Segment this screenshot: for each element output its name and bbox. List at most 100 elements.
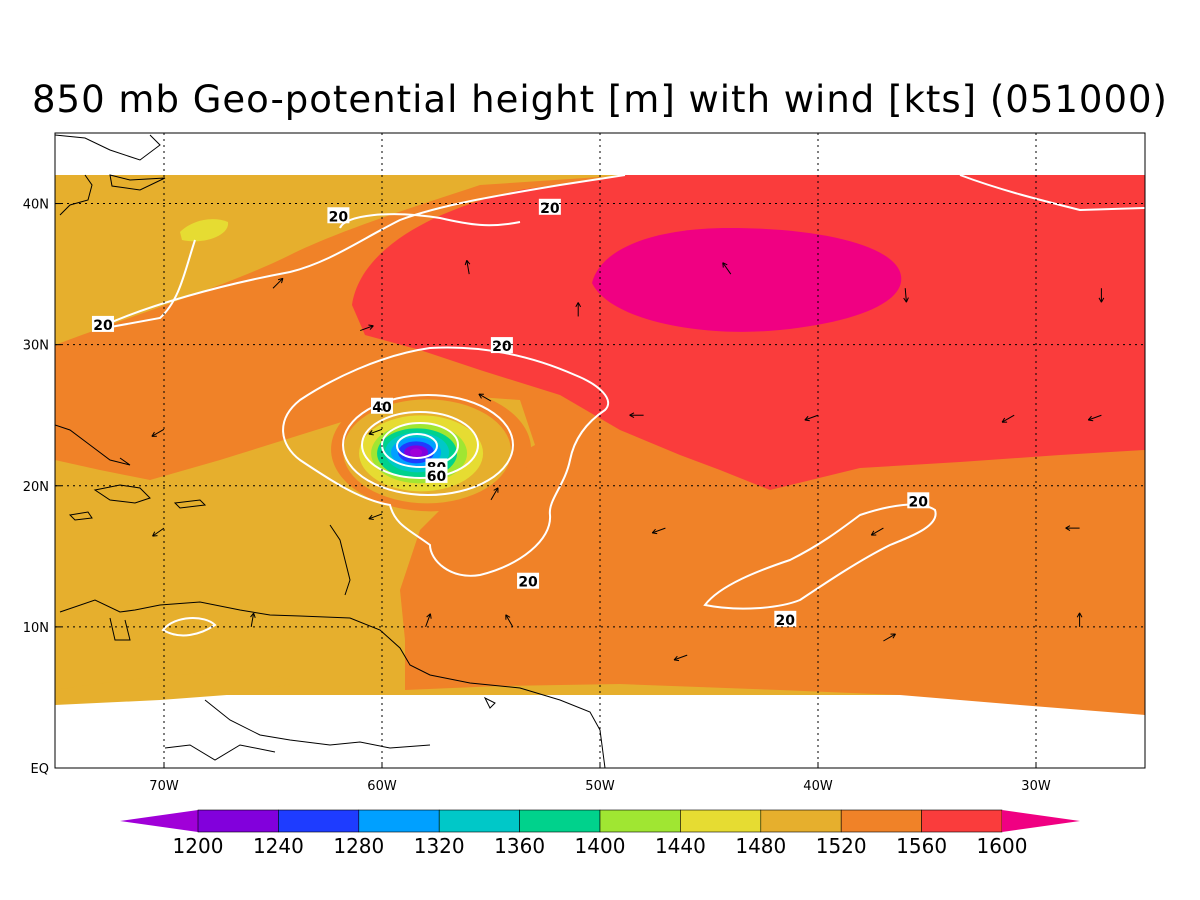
contour-label-box xyxy=(774,610,797,627)
colorbar: 1200 1240 1280 1320 1360 1400 1440 1480 1520 1560… xyxy=(120,809,1080,858)
colorbar-over xyxy=(1002,810,1080,832)
contour-label: 20 xyxy=(518,575,538,591)
colorbar-under xyxy=(120,810,198,832)
colorbar-label: 1200 xyxy=(173,834,224,858)
wind-vector xyxy=(651,527,666,535)
colorbar-label: 1600 xyxy=(977,834,1028,858)
wind-vector xyxy=(152,527,165,537)
colorbar-label: 1240 xyxy=(253,834,304,858)
wind-vector xyxy=(425,613,432,628)
coastlines xyxy=(55,134,606,768)
colorbar-segment xyxy=(599,809,681,833)
lat-tick-label: EQ xyxy=(31,762,49,777)
wind-vector xyxy=(804,414,819,422)
wind-vector xyxy=(1001,414,1015,423)
height-band-high xyxy=(592,228,902,332)
wind-vectors xyxy=(151,260,1105,662)
colorbar-label: 1440 xyxy=(655,834,706,858)
wind-vector xyxy=(151,428,165,437)
wind-vector xyxy=(673,654,688,662)
contour-20-north xyxy=(104,174,626,326)
wind-vector xyxy=(1065,525,1080,531)
lon-tick-label: 50W xyxy=(585,779,615,794)
colorbar-label: 1320 xyxy=(414,834,465,858)
contour-label-box xyxy=(538,198,561,215)
colorbar-segment xyxy=(760,809,842,833)
contour-label: 20 xyxy=(492,339,512,355)
contour-20-small xyxy=(161,617,217,637)
contour-40 xyxy=(342,394,514,496)
contour-label: 20 xyxy=(329,209,349,225)
chart-title: 850 mb Geo-potential height [m] with win… xyxy=(32,78,1168,121)
colorbar-segment xyxy=(358,809,440,833)
contour-labels: 20202020202020408060 xyxy=(91,198,930,629)
contour-20-ne xyxy=(959,174,1145,212)
colorbar-label: 1560 xyxy=(896,834,947,858)
colorbar-label: 1280 xyxy=(333,834,384,858)
contour-label: 20 xyxy=(909,494,929,510)
wind-vector xyxy=(883,633,896,642)
border-inland xyxy=(164,744,276,761)
colorbar-label: 1400 xyxy=(575,834,626,858)
coast-hispaniola xyxy=(93,484,151,504)
wind-vector xyxy=(870,527,884,536)
lon-tick-label: 30W xyxy=(1021,779,1051,794)
lat-tick-label: 40N xyxy=(23,198,49,213)
wind-contours xyxy=(104,174,1145,637)
storm-core xyxy=(331,387,532,512)
lon-tick-label: 70W xyxy=(149,779,179,794)
contour-20-east xyxy=(703,503,937,610)
wind-vector xyxy=(903,288,909,303)
grid-lines xyxy=(55,133,1145,768)
coast-lesser-antilles xyxy=(329,524,351,596)
coast-jamaica xyxy=(68,511,93,521)
contour-label: 60 xyxy=(427,469,447,485)
contour-label: 20 xyxy=(93,318,113,334)
wind-vector xyxy=(575,302,582,317)
wind-vector xyxy=(250,612,256,627)
contour-20-north-b xyxy=(339,213,521,229)
lat-tick-label: 30N xyxy=(23,339,49,354)
height-band-1520-south xyxy=(55,671,300,705)
contour-label-box xyxy=(425,466,448,483)
lon-tick-label: 60W xyxy=(367,779,397,794)
colorbar-segment xyxy=(680,809,762,833)
colorbar-segment xyxy=(278,809,360,833)
colorbar-segment xyxy=(438,809,520,833)
coast-cuba xyxy=(55,424,131,466)
colorbar-segment xyxy=(840,809,922,833)
storm-ring-9 xyxy=(410,448,423,457)
height-band-1600 xyxy=(352,175,1145,490)
colorbar-label: 1480 xyxy=(735,834,786,858)
colorbar-segment xyxy=(197,809,279,833)
contour-label: 20 xyxy=(776,613,796,629)
contour-label: 40 xyxy=(372,400,392,416)
wind-vector xyxy=(1098,288,1105,303)
colorbar-segment xyxy=(921,809,1003,833)
coast-new-england xyxy=(59,174,93,216)
wind-vector xyxy=(490,487,499,501)
wind-vector xyxy=(629,412,644,419)
lat-tick-label: 10N xyxy=(23,621,49,636)
coast-island xyxy=(483,696,496,709)
colorbar-label: 1520 xyxy=(816,834,867,858)
lon-tick-label: 40W xyxy=(803,779,833,794)
coast-puerto-rico xyxy=(173,499,207,509)
contour-label-box xyxy=(517,572,540,589)
wind-vector xyxy=(505,614,514,628)
wind-vector xyxy=(368,513,383,521)
contour-20-nw xyxy=(104,239,196,329)
wind-vector xyxy=(1076,612,1083,627)
contour-label-box xyxy=(371,397,393,414)
coast-nova-scotia xyxy=(109,174,166,191)
contour-label-box xyxy=(91,315,114,332)
colorbar-segment xyxy=(519,809,601,833)
axis-ticks: 70W 60W 50W 40W 30W EQ 10N 20N 30N 40N xyxy=(23,198,1051,794)
wind-vector xyxy=(478,393,492,402)
contour-label-box xyxy=(327,207,350,224)
contour-label: 20 xyxy=(540,201,560,217)
contour-label-box xyxy=(907,492,930,509)
contour-label-box xyxy=(490,337,513,354)
coast-north-america xyxy=(55,134,161,161)
